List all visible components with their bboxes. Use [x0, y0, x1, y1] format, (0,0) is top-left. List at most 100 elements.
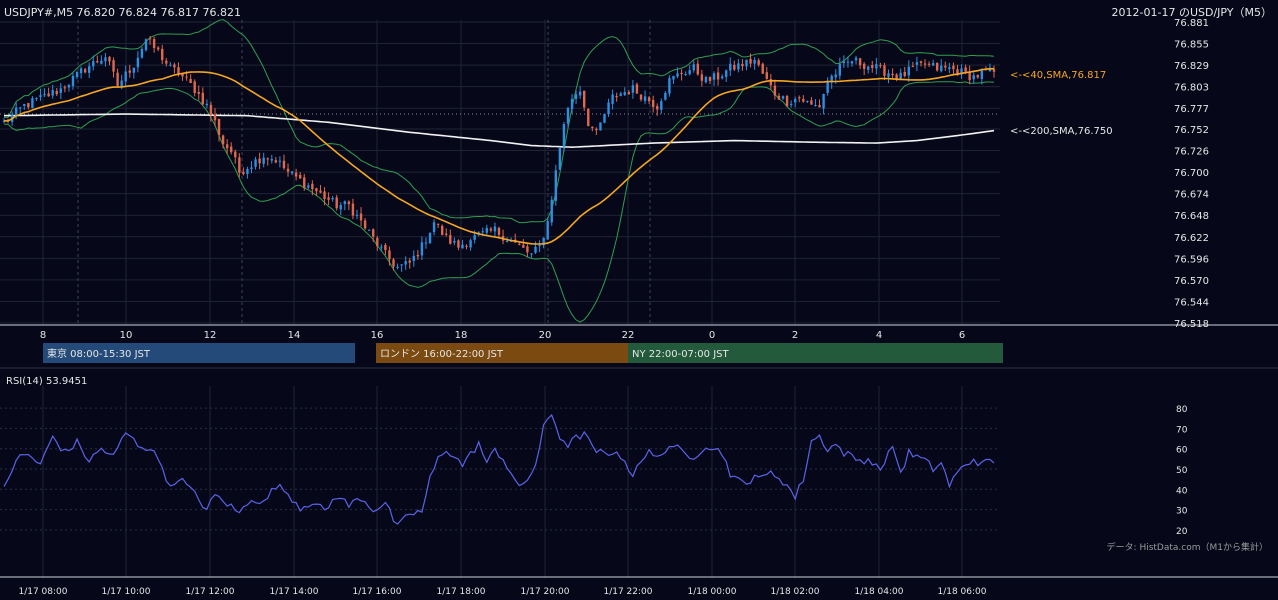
candle-body — [31, 98, 34, 108]
candle-body — [712, 73, 716, 80]
candle — [51, 84, 54, 99]
candle-body — [384, 244, 387, 251]
candle — [570, 94, 574, 114]
candle-body — [132, 67, 136, 73]
candle — [217, 118, 221, 142]
price-tick-label: 76.622 — [1174, 233, 1209, 244]
candle — [992, 65, 996, 78]
hour-tick-label: 22 — [622, 330, 635, 341]
candle — [331, 195, 334, 202]
candle — [822, 93, 825, 115]
candle-body — [96, 61, 99, 63]
candle-body — [63, 87, 67, 89]
candle-body — [420, 242, 424, 256]
price-axis: 76.881 76.855 76.829 76.803 76.777 76.752 76.7… — [1174, 18, 1209, 330]
candle — [100, 55, 103, 65]
candle-body — [729, 63, 732, 71]
price-tick-label: 76.544 — [1174, 297, 1209, 308]
candle-body — [250, 167, 253, 170]
candle-body — [745, 59, 748, 67]
candle — [250, 161, 253, 174]
candle-body — [185, 76, 188, 78]
candle — [35, 97, 38, 102]
candle — [128, 64, 131, 78]
candle-body — [542, 237, 545, 246]
candle-body — [850, 61, 854, 64]
candles — [2, 36, 996, 272]
candle — [424, 237, 428, 249]
candle — [445, 228, 448, 237]
candle-body — [639, 94, 643, 100]
candle-body — [818, 105, 821, 108]
candle-body — [205, 103, 209, 106]
hour-axis: 8 10 12 14 16 18 20 22 0 2 4 6 — [40, 330, 965, 341]
candle-body — [583, 90, 586, 108]
candle-body — [651, 99, 655, 107]
candle-body — [883, 65, 886, 76]
time-axis: 1/17 08:00 1/17 10:00 1/17 12:00 1/17 14:00… — [18, 587, 986, 597]
candle — [254, 156, 257, 170]
candle — [355, 209, 359, 220]
candle-body — [92, 61, 95, 67]
candle — [757, 58, 760, 67]
candle — [526, 244, 529, 257]
candle — [854, 55, 858, 65]
candle-body — [676, 73, 679, 77]
candle — [793, 96, 797, 108]
candle-body — [177, 67, 180, 75]
candle-body — [234, 151, 237, 158]
candle-body — [400, 264, 403, 266]
candle-body — [891, 73, 894, 76]
candle — [230, 142, 233, 155]
candle-body — [412, 255, 415, 261]
candle-body — [753, 59, 756, 64]
time-tick-label: 1/18 06:00 — [937, 587, 986, 597]
rsi-tick-label: 70 — [1176, 425, 1188, 435]
candle — [396, 263, 399, 270]
candle — [465, 244, 468, 250]
candle-body — [591, 126, 594, 129]
candle — [55, 88, 58, 97]
candle-body — [741, 63, 744, 67]
candle — [274, 156, 278, 164]
candle — [976, 74, 979, 79]
candle — [907, 60, 910, 82]
candle — [554, 164, 558, 206]
time-tick-label: 1/18 00:00 — [687, 587, 736, 597]
candle — [266, 157, 269, 166]
candle-body — [453, 240, 456, 243]
candle-body — [432, 222, 436, 232]
hour-tick-label: 18 — [455, 330, 468, 341]
candle — [952, 62, 955, 75]
bollinger-upper — [3, 19, 995, 224]
candle — [221, 134, 225, 149]
candle — [213, 108, 217, 127]
candle — [720, 74, 724, 80]
candle — [205, 99, 209, 109]
hour-tick-label: 4 — [876, 330, 882, 341]
candle — [27, 102, 30, 110]
candle — [59, 83, 63, 100]
candle-body — [964, 67, 967, 72]
candle — [148, 36, 152, 45]
candle-body — [47, 93, 50, 97]
candle — [497, 226, 501, 239]
candle-body — [769, 78, 773, 86]
candle-body — [148, 38, 152, 40]
candle-body — [343, 201, 347, 205]
candle — [108, 56, 111, 66]
candle — [327, 192, 330, 206]
candle-body — [668, 78, 671, 94]
candle-body — [570, 98, 574, 109]
candle — [607, 98, 610, 117]
candle-body — [100, 60, 103, 64]
candle — [79, 66, 83, 79]
candle — [879, 62, 882, 69]
candle-body — [303, 177, 306, 188]
candle-body — [116, 72, 119, 86]
candle-body — [562, 124, 566, 147]
candle-body — [834, 74, 837, 78]
rsi-tick-label: 20 — [1176, 527, 1188, 537]
rsi-title: RSI(14) 53.9451 — [6, 376, 87, 387]
candle — [351, 198, 355, 220]
